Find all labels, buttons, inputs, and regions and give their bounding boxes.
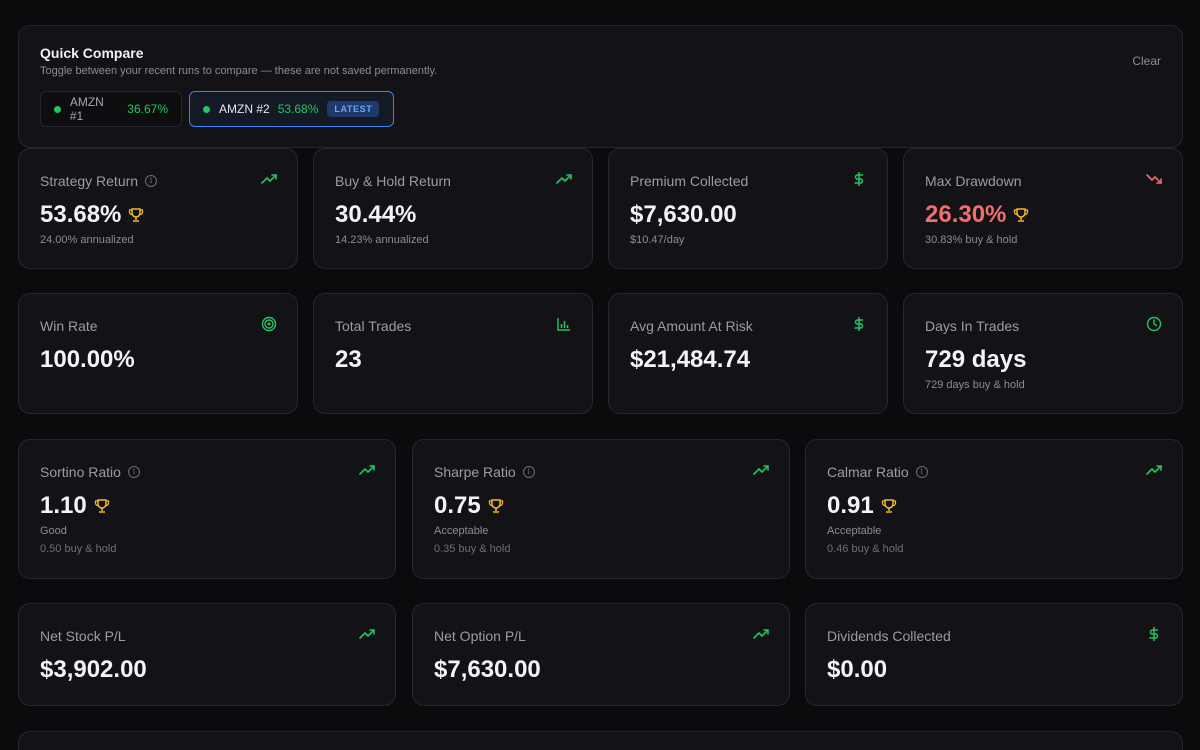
net-option-pl-card: Net Option P/L $7,630.00 xyxy=(412,603,790,706)
dollar-icon xyxy=(1149,627,1159,641)
run-return: 53.68% xyxy=(277,102,319,116)
run-chip-amzn-2[interactable]: AMZN #2 53.68% LATEST xyxy=(189,91,394,127)
trending-up-icon xyxy=(359,629,375,639)
dollar-icon xyxy=(854,172,864,186)
card-label: Net Option P/L xyxy=(434,628,526,644)
trophy-icon xyxy=(881,499,896,513)
trending-up-icon xyxy=(753,465,769,475)
quick-compare-panel: Quick Compare Toggle between your recent… xyxy=(18,25,1183,148)
card-label: Max Drawdown xyxy=(925,173,1022,189)
card-subtext: 24.00% annualized xyxy=(40,234,134,246)
total-trades-card: Total Trades 23 xyxy=(313,293,593,414)
calmar-ratio-card: Calmar Ratio i 0.91 Acceptable 0.46 buy &… xyxy=(805,439,1183,579)
card-rating: Acceptable xyxy=(434,525,489,537)
info-icon[interactable]: i xyxy=(145,175,158,187)
card-label: Dividends Collected xyxy=(827,628,951,644)
quick-compare-subtitle: Toggle between your recent runs to compa… xyxy=(40,65,438,77)
card-label: Win Rate xyxy=(40,318,98,334)
strategy-return-card: Strategy Return i 53.68% 24.00% annualize… xyxy=(18,148,298,269)
card-value: 0.91 xyxy=(827,492,897,520)
quick-compare-title: Quick Compare xyxy=(40,45,144,61)
status-dot-icon xyxy=(54,105,61,113)
card-label: Strategy Return i xyxy=(40,173,158,189)
dividends-collected-card: Dividends Collected $0.00 xyxy=(805,603,1183,706)
trending-up-icon xyxy=(261,174,277,184)
info-icon[interactable]: i xyxy=(915,466,928,478)
trending-up-icon xyxy=(753,629,769,639)
card-value: $7,630.00 xyxy=(434,656,541,683)
run-name: AMZN #2 xyxy=(219,102,270,116)
card-subtext: 729 days buy & hold xyxy=(925,379,1025,391)
avg-amount-at-risk-card: Avg Amount At Risk $21,484.74 xyxy=(608,293,888,414)
run-chip-amzn-1[interactable]: AMZN #1 36.67% xyxy=(40,91,182,127)
card-value: 26.30% xyxy=(925,201,1029,229)
trending-up-icon xyxy=(556,174,572,184)
card-subtext: 0.46 buy & hold xyxy=(827,543,904,555)
win-rate-card: Win Rate 100.00% xyxy=(18,293,298,414)
bar-chart-icon xyxy=(557,318,570,331)
card-value: 53.68% xyxy=(40,201,144,229)
trophy-icon xyxy=(94,499,109,513)
trophy-icon xyxy=(488,499,503,513)
card-value: 729 days xyxy=(925,346,1027,373)
info-icon[interactable]: i xyxy=(127,466,140,478)
card-label: Buy & Hold Return xyxy=(335,173,451,189)
card-rating: Acceptable xyxy=(827,525,882,537)
run-name: AMZN #1 xyxy=(69,95,104,123)
clock-icon xyxy=(1146,316,1162,332)
run-return: 36.67% xyxy=(127,102,168,116)
target-icon xyxy=(261,316,277,332)
trending-up-icon xyxy=(1146,465,1162,475)
card-label: Days In Trades xyxy=(925,318,1020,334)
premium-collected-card: Premium Collected $7,630.00 $10.47/day xyxy=(608,148,888,269)
trending-down-icon xyxy=(1146,174,1162,184)
card-subtext: 0.50 buy & hold xyxy=(40,543,117,555)
card-value: 30.44% xyxy=(335,201,417,228)
card-subtext: 14.23% annualized xyxy=(335,234,429,246)
net-stock-pl-card: Net Stock P/L $3,902.00 xyxy=(18,603,396,706)
buy-hold-return-card: Buy & Hold Return 30.44% 14.23% annualiz… xyxy=(313,148,593,269)
card-label: Sharpe Ratio i xyxy=(434,464,535,480)
card-label: Avg Amount At Risk xyxy=(630,318,753,334)
status-dot-icon xyxy=(203,105,210,113)
max-drawdown-card: Max Drawdown 26.30% 30.83% buy & hold xyxy=(903,148,1183,269)
info-icon[interactable]: i xyxy=(522,466,535,478)
card-label: Total Trades xyxy=(335,318,412,334)
card-value: $21,484.74 xyxy=(630,346,751,373)
card-label: Sortino Ratio i xyxy=(40,464,140,480)
latest-badge: LATEST xyxy=(327,101,380,117)
card-label: Premium Collected xyxy=(630,173,749,189)
days-in-trades-card: Days In Trades 729 days 729 days buy & h… xyxy=(903,293,1183,414)
card-label: Net Stock P/L xyxy=(40,628,126,644)
card-value: 1.10 xyxy=(40,492,110,520)
dollar-icon xyxy=(854,317,864,331)
trending-up-icon xyxy=(359,465,375,475)
clear-button[interactable]: Clear xyxy=(1132,54,1161,68)
trophy-icon xyxy=(129,208,144,222)
card-rating: Good xyxy=(40,525,67,537)
card-value: 23 xyxy=(335,346,362,373)
card-label: Calmar Ratio i xyxy=(827,464,928,480)
card-value: $7,630.00 xyxy=(630,201,737,228)
card-value: $3,902.00 xyxy=(40,656,147,683)
sharpe-ratio-card: Sharpe Ratio i 0.75 Acceptable 0.35 buy &… xyxy=(412,439,790,579)
card-subtext: 30.83% buy & hold xyxy=(925,234,1018,246)
sortino-ratio-card: Sortino Ratio i 1.10 Good 0.50 buy & hold xyxy=(18,439,396,579)
card-subtext: 0.35 buy & hold xyxy=(434,543,511,555)
card-value: 0.75 xyxy=(434,492,504,520)
card-subtext: $10.47/day xyxy=(630,234,685,246)
next-section-panel xyxy=(18,731,1183,750)
card-value: $0.00 xyxy=(827,656,888,683)
trophy-icon xyxy=(1014,208,1029,222)
card-value: 100.00% xyxy=(40,346,135,373)
